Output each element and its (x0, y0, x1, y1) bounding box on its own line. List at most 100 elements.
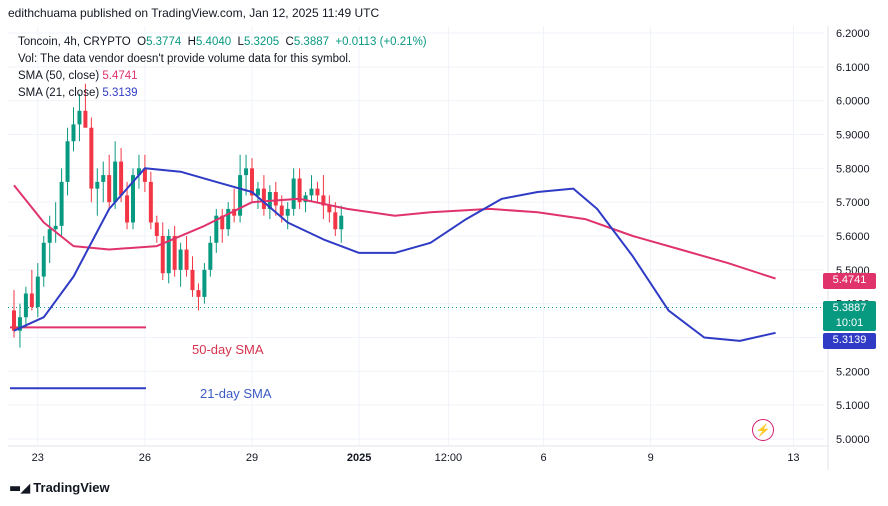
sma50-annotation: 50-day SMA (192, 342, 264, 357)
y-tick-label: 5.2000 (836, 366, 870, 378)
high-label: H (187, 36, 196, 48)
candle-body (208, 242, 213, 270)
candle-body (244, 168, 249, 176)
sma50-legend-value: 5.4741 (102, 70, 138, 82)
symbol-title: Toncoin, 4h, CRYPTO (18, 36, 131, 48)
candle-body (47, 229, 52, 243)
close-value: 5.3887 (293, 36, 330, 48)
candle-body (279, 205, 284, 216)
candle-body (184, 249, 189, 270)
candle-body (17, 317, 22, 331)
candle-body (327, 205, 332, 213)
candle-body (89, 127, 94, 189)
candle-body (160, 236, 165, 274)
sma21-legend[interactable]: SMA (21, close) 5.3139 (18, 85, 138, 102)
tradingview-logo-icon: ▬◢ (9, 481, 30, 496)
candle-body (65, 141, 70, 182)
candle-body (35, 276, 40, 308)
candle-body (53, 225, 58, 230)
y-tick-label: 5.9000 (836, 130, 870, 142)
sma21-price-tag: 5.3139 (823, 333, 876, 349)
volume-note-text: Vol: The data vendor doesn't provide vol… (18, 53, 352, 65)
candle-body (309, 188, 314, 196)
open-label: O (137, 36, 147, 48)
x-tick-label: 13 (787, 452, 799, 464)
sma21-legend-label: SMA (21, close) (18, 87, 100, 99)
bar-countdown: 10:01 (835, 317, 864, 329)
candle-body (136, 168, 141, 176)
y-tick-label: 5.0000 (836, 434, 870, 446)
candle-body (172, 236, 177, 270)
lightning-icon[interactable]: ⚡ (752, 419, 774, 441)
x-tick-label: 26 (139, 452, 151, 464)
candle-body (148, 181, 153, 223)
candle-body (107, 175, 112, 203)
x-tick-label: 2025 (347, 452, 371, 464)
candle-body (273, 192, 278, 206)
y-tick-label: 6.1000 (836, 62, 870, 74)
last-price-tag: 5.3887 10:01 (823, 301, 876, 331)
candle-body (202, 269, 207, 297)
sma50-legend-label: SMA (50, close) (18, 70, 100, 82)
high-value: 5.4040 (195, 36, 232, 48)
last-price-value: 5.3887 (832, 302, 867, 314)
x-tick-label: 9 (648, 452, 654, 464)
candle-body (255, 188, 260, 196)
candle-body (297, 178, 302, 203)
candle-body (303, 195, 308, 203)
candle-body (113, 161, 118, 203)
tradingview-branding[interactable]: ▬◢ TradingView (9, 480, 110, 496)
y-tick-label: 6.0000 (836, 96, 870, 108)
y-tick-label: 6.2000 (836, 28, 870, 40)
candle-body (119, 161, 124, 196)
candle-body (261, 188, 266, 209)
low-value: 5.3205 (243, 36, 280, 48)
candle-body (125, 195, 130, 223)
candle-body (71, 124, 76, 142)
sma21-legend-value: 5.3139 (102, 87, 138, 99)
candle-body (41, 242, 46, 277)
candle-body (333, 212, 338, 230)
y-tick-label: 5.8000 (836, 163, 870, 175)
candle-body (220, 215, 225, 230)
candle-body (23, 293, 28, 318)
candle-body (232, 208, 237, 216)
candle-body (178, 249, 183, 270)
y-tick-label: 5.6000 (836, 231, 870, 243)
sma21-annotation: 21-day SMA (200, 386, 272, 401)
branding-text: TradingView (33, 480, 110, 495)
close-label: C (285, 36, 294, 48)
candle-body (226, 208, 231, 230)
candle-body (166, 236, 171, 274)
open-value: 5.3774 (146, 36, 182, 48)
sma50-line (13, 184, 776, 280)
candle-body (238, 175, 243, 216)
volume-note: Vol: The data vendor doesn't provide vol… (18, 51, 351, 68)
candle-body (154, 222, 159, 236)
candle-body (77, 110, 82, 125)
publish-info: edithchuama published on TradingView.com… (8, 6, 380, 20)
candle-body (142, 168, 147, 182)
candle-body (315, 188, 320, 196)
candle-body (101, 175, 106, 182)
candle-body (321, 195, 326, 206)
candle-body (291, 178, 296, 209)
candle-body (59, 181, 64, 226)
x-tick-label: 29 (246, 452, 258, 464)
change-value: +0.0113 (+0.21%) (335, 36, 427, 48)
sma50-legend[interactable]: SMA (50, close) 5.4741 (18, 68, 138, 85)
sma50-price-tag: 5.4741 (823, 273, 876, 289)
y-tick-label: 5.7000 (836, 197, 870, 209)
candle-body (214, 215, 219, 243)
candle-body (12, 310, 16, 331)
x-tick-label: 23 (32, 452, 44, 464)
legend-title-row: Toncoin, 4h, CRYPTO O5.3774 H5.4040 L5.3… (18, 34, 427, 51)
sma21-line (13, 167, 776, 342)
candle-body (285, 208, 290, 216)
candle-body (83, 110, 88, 128)
x-tick-label: 6 (540, 452, 546, 464)
x-tick-label: 12:00 (435, 452, 463, 464)
candle-body (190, 269, 195, 291)
low-label: L (237, 36, 244, 48)
